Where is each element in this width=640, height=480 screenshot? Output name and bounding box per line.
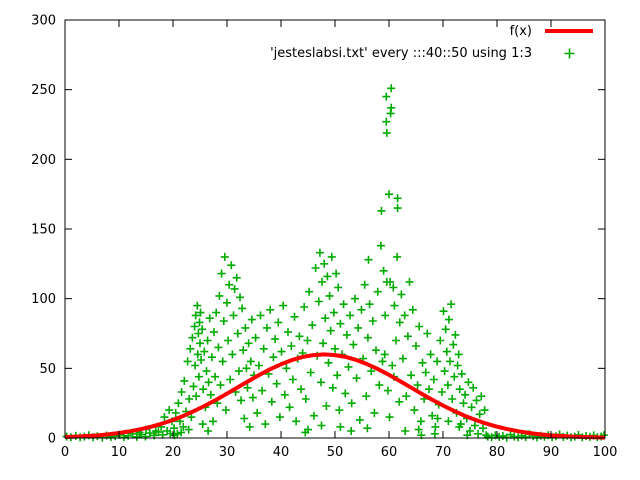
legend-label-fx: f(x) <box>509 23 532 39</box>
legend-sample-data <box>545 48 593 59</box>
legend: f(x) 'jesteslabsi.txt' every :::40::50 u… <box>270 20 593 64</box>
x-tick-label: 10 <box>111 445 128 460</box>
y-tick-label: 150 <box>31 223 56 238</box>
x-tick-label: 80 <box>489 445 506 460</box>
y-tick-label: 250 <box>31 83 56 98</box>
fx-curve <box>64 352 606 440</box>
x-tick-label: 20 <box>165 445 182 460</box>
x-tick-label: 40 <box>273 445 290 460</box>
legend-entry-fx: f(x) <box>270 20 593 42</box>
scatter-points <box>62 84 608 442</box>
red-line-sample <box>545 29 593 33</box>
x-tick-label: 0 <box>61 445 69 460</box>
y-tick-label: 0 <box>48 432 56 447</box>
legend-entry-data: 'jesteslabsi.txt' every :::40::50 using … <box>270 42 593 64</box>
legend-label-data: 'jesteslabsi.txt' every :::40::50 using … <box>270 45 532 61</box>
y-tick-label: 100 <box>31 292 56 307</box>
x-tick-label: 90 <box>543 445 560 460</box>
x-tick-label: 50 <box>327 445 344 460</box>
y-tick-label: 200 <box>31 153 56 168</box>
legend-sample-fx <box>545 29 593 33</box>
x-tick-label: 30 <box>219 445 236 460</box>
y-tick-label: 300 <box>31 14 56 29</box>
x-tick-label: 70 <box>435 445 452 460</box>
x-tick-label: 60 <box>381 445 398 460</box>
x-tick-label: 100 <box>593 445 618 460</box>
plus-marker-sample <box>564 48 574 58</box>
y-tick-label: 50 <box>39 362 56 377</box>
